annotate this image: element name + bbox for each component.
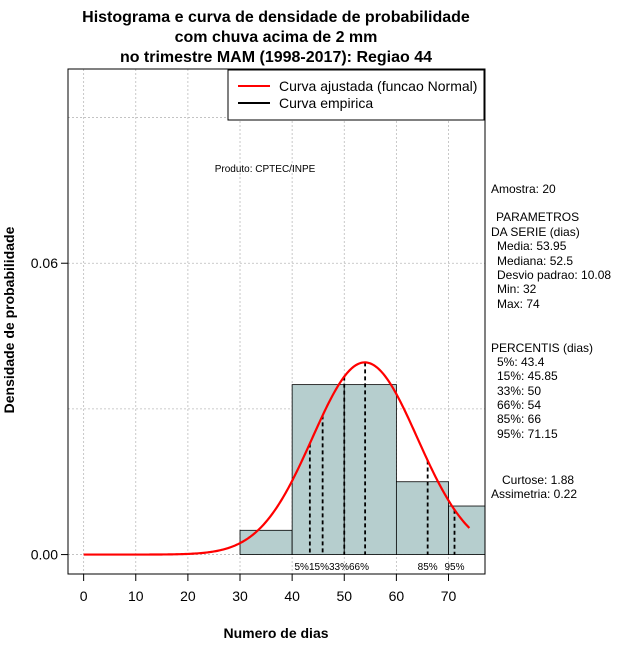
stat-curtose: Curtose: 1.88 <box>502 473 574 487</box>
stat-assimetria: Assimetria: 0.22 <box>491 487 577 501</box>
stat-min: Min: 32 <box>497 282 537 296</box>
histogram-bar-2 <box>343 384 397 555</box>
x-axis-title: Numero de dias <box>223 625 328 641</box>
stat-param-title-2: DA SERIE (dias) <box>491 225 580 239</box>
stat-param-title-1: PARAMETROS <box>496 210 579 224</box>
stat-amostra: Amostra: 20 <box>491 182 556 196</box>
y-axis-ticks: 0.00 0.06 <box>31 255 68 563</box>
stat-desvio: Desvio padrao: 10.08 <box>497 268 611 282</box>
x-tick-label-5: 50 <box>336 588 352 604</box>
histogram-bar-3 <box>395 481 449 555</box>
legend-box <box>227 69 485 121</box>
legend-label-fitted: Curva ajustada (funcao Normal) <box>279 78 477 94</box>
percentile-lines-layer <box>308 362 456 555</box>
stat-p15: 15%: 45.85 <box>497 369 558 383</box>
x-tick-label-1: 10 <box>128 588 144 604</box>
x-tick-label-2: 20 <box>180 588 196 604</box>
x-tick-label-4: 40 <box>284 588 300 604</box>
normal-curve-line <box>83 361 471 556</box>
legend-label-empirical: Curva empirica <box>279 95 373 111</box>
x-tick-label-6: 60 <box>389 588 405 604</box>
chart-title-line-3: no trimestre MAM (1998-2017): Regiao 44 <box>120 49 432 66</box>
stat-max: Max: 74 <box>497 297 540 311</box>
stat-percentis-title: PERCENTIS (dias) <box>491 341 593 355</box>
x-tick-label-3: 30 <box>232 588 248 604</box>
percentile-label-2: 95% <box>444 562 464 573</box>
y-tick-label-1: 0.06 <box>31 255 58 271</box>
percentile-label-1: 85% <box>418 562 438 573</box>
bars-layer <box>239 384 486 555</box>
percentile-labels: 5%15%33%66% 85% 95% <box>295 562 465 573</box>
product-annotation: Produto: CPTEC/INPE <box>215 164 316 175</box>
x-tick-label-0: 0 <box>80 588 88 604</box>
stat-mediana: Mediana: 52.5 <box>497 254 573 268</box>
stat-p5: 5%: 43.4 <box>497 355 545 369</box>
stat-media: Media: 53.95 <box>497 239 567 253</box>
y-tick-label-0: 0.00 <box>31 547 58 563</box>
chart-title-line-1: Histograma e curva de densidade de proba… <box>82 9 470 26</box>
stat-p95: 95%: 71.15 <box>497 427 558 441</box>
stat-p85: 85%: 66 <box>497 412 541 426</box>
stats-panel: Amostra: 20 PARAMETROS DA SERIE (dias) M… <box>491 182 611 501</box>
x-axis-ticks: 0 10 20 30 40 50 60 70 <box>80 574 457 604</box>
legend: Curva ajustada (funcao Normal) Curva emp… <box>227 69 485 121</box>
percentile-label-0: 5%15%33%66% <box>295 562 370 573</box>
stat-p66: 66%: 54 <box>497 398 541 412</box>
histogram-bar-1 <box>291 384 345 555</box>
plot-frame <box>67 68 486 575</box>
y-axis-title: Densidade de probabilidade <box>1 226 17 413</box>
histogram-bar-0 <box>239 529 293 555</box>
stat-p33: 33%: 50 <box>497 384 541 398</box>
x-tick-label-7: 70 <box>441 588 457 604</box>
chart-title-line-2: com chuva acima de 2 mm <box>175 29 378 46</box>
